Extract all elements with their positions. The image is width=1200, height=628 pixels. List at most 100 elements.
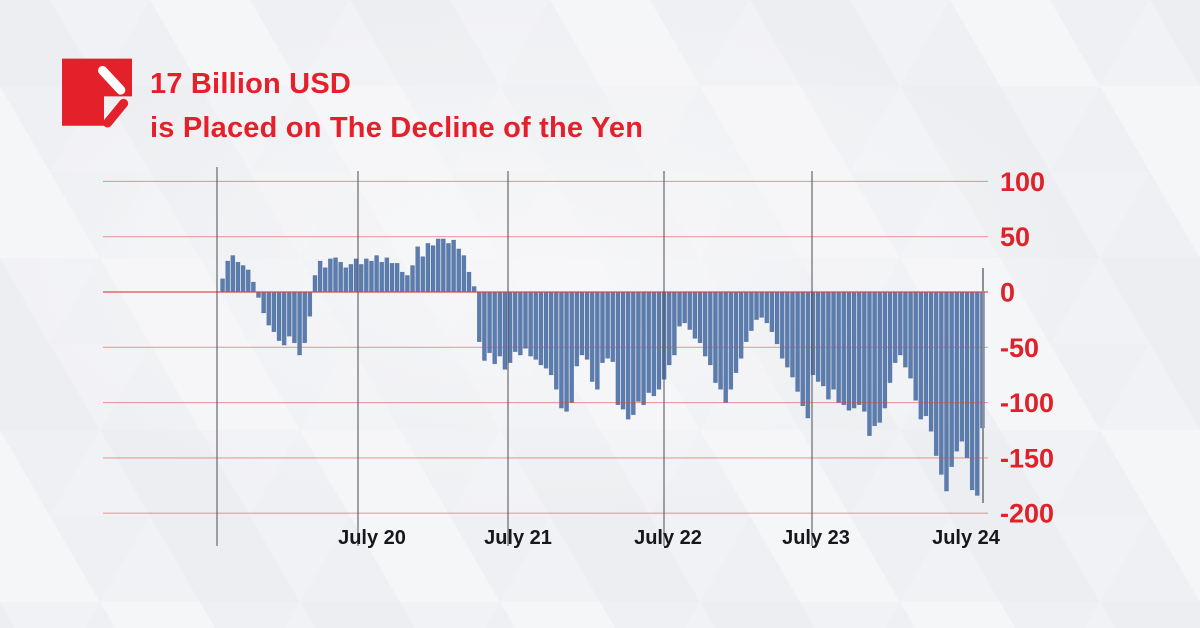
- bar: [687, 291, 693, 330]
- y-axis-label: -50: [1000, 333, 1039, 363]
- y-axis-label: -150: [1000, 443, 1054, 473]
- bar: [471, 286, 477, 293]
- bar: [625, 291, 631, 420]
- logo-slash-white-icon: [98, 65, 126, 95]
- logo-square: [62, 58, 132, 126]
- bar: [913, 291, 918, 401]
- x-axis-label: July 22: [634, 527, 702, 549]
- bar: [759, 291, 764, 318]
- bar: [538, 291, 544, 366]
- x-axis-label: July 23: [782, 527, 850, 549]
- bar: [466, 271, 472, 293]
- bar: [646, 291, 651, 393]
- bar: [867, 291, 872, 436]
- bar: [492, 291, 497, 365]
- bar: [862, 291, 867, 412]
- bar: [939, 291, 944, 475]
- bar: [610, 291, 616, 362]
- bar: [764, 291, 770, 324]
- bar: [841, 291, 847, 406]
- bar: [502, 291, 508, 370]
- bar: [677, 291, 682, 327]
- bar: [641, 291, 646, 406]
- bar: [379, 261, 384, 293]
- bar: [446, 243, 451, 293]
- page-title: 17 Billion USD is Placed on The Decline …: [150, 62, 643, 150]
- bar: [430, 245, 436, 293]
- bar: [251, 281, 256, 293]
- bar: [343, 267, 349, 293]
- bar: [785, 291, 790, 368]
- bar: [790, 291, 795, 378]
- bar: [595, 291, 600, 390]
- bar: [589, 291, 595, 382]
- bar: [348, 264, 354, 293]
- bars-group: [220, 238, 985, 496]
- bar: [933, 291, 939, 456]
- title-line-2: is Placed on The Decline of the Yen: [150, 112, 644, 144]
- bar: [559, 291, 564, 409]
- title-line-1: 17 Billion USD: [150, 68, 351, 100]
- bar: [815, 291, 821, 382]
- bar: [728, 291, 734, 390]
- x-axis-label: July 24: [932, 527, 1001, 549]
- bar: [364, 258, 369, 293]
- bar: [533, 291, 539, 360]
- bar: [831, 291, 836, 390]
- bar: [456, 248, 462, 293]
- bar: [338, 261, 343, 293]
- bar: [292, 291, 297, 344]
- bar: [225, 260, 230, 293]
- bar: [441, 238, 446, 293]
- bar: [672, 291, 677, 356]
- bar: [795, 291, 800, 392]
- bar: [620, 291, 626, 410]
- bar: [312, 275, 318, 293]
- bar: [846, 291, 852, 411]
- bar: [605, 291, 610, 359]
- bar: [420, 256, 426, 293]
- bar: [903, 291, 908, 368]
- bar: [702, 291, 708, 357]
- bar: [543, 291, 549, 369]
- bar: [821, 291, 826, 387]
- bar: [358, 264, 364, 293]
- y-axis-label: 0: [1000, 278, 1015, 308]
- bar: [302, 291, 307, 344]
- bar: [235, 261, 241, 293]
- bar: [276, 291, 282, 341]
- bar: [410, 265, 415, 293]
- bar: [923, 291, 929, 417]
- bar: [548, 291, 554, 376]
- x-axis-label: July 20: [338, 527, 406, 549]
- bar: [374, 255, 379, 293]
- bar: [240, 265, 246, 293]
- bar: [631, 291, 636, 415]
- bar: [584, 291, 590, 360]
- bar: [779, 291, 785, 359]
- bar: [574, 291, 580, 367]
- bar: [461, 255, 467, 293]
- bar: [322, 267, 328, 293]
- bar: [856, 291, 862, 406]
- logo-slash-red-icon: [102, 98, 129, 128]
- bar: [969, 291, 975, 491]
- bar: [451, 239, 456, 293]
- bar: [579, 291, 585, 356]
- y-axis-labels-group: 100 50 0 -50 -100 -150 -200: [1000, 167, 1054, 529]
- bar: [615, 291, 621, 406]
- bar: [415, 246, 420, 293]
- bar: [266, 291, 272, 326]
- bar: [774, 291, 780, 345]
- y-axis-label: -200: [1000, 499, 1054, 529]
- bar: [718, 291, 723, 390]
- bar: [692, 291, 698, 339]
- bar: [230, 255, 236, 293]
- bar: [600, 291, 605, 363]
- bar: [487, 291, 492, 354]
- bar: [800, 291, 805, 407]
- bar: [435, 238, 441, 293]
- bar: [738, 291, 744, 359]
- bar: [482, 291, 487, 361]
